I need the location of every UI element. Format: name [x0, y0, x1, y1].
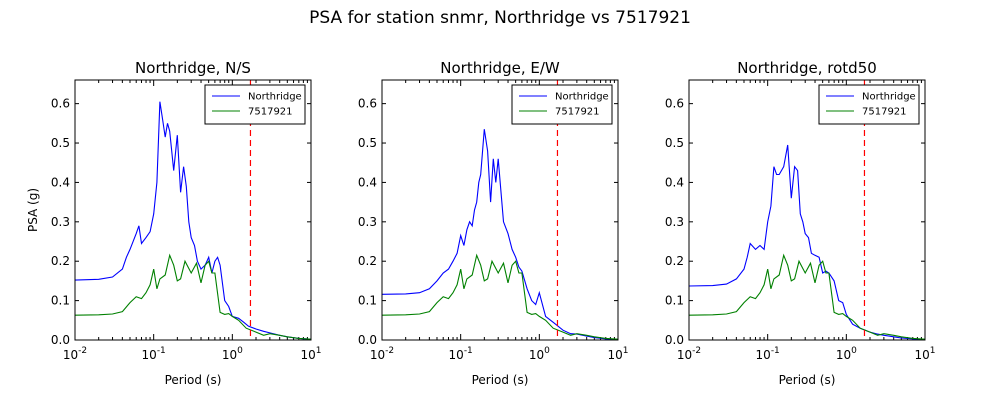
y-tick-label: 0.4	[358, 175, 377, 189]
x-axis-label: Period (s)	[779, 373, 836, 387]
y-tick-label: 0.6	[358, 97, 377, 111]
x-tick-exponent: 0	[237, 346, 243, 356]
x-axis-label: Period (s)	[472, 373, 529, 387]
x-tick-label: 10-1	[449, 346, 473, 362]
x-tick-base: 10	[607, 348, 622, 362]
x-tick-exponent: 0	[544, 346, 550, 356]
legend-label: Northridge	[248, 92, 302, 103]
x-tick-exponent: 0	[851, 346, 857, 356]
x-tick-base: 10	[142, 348, 157, 362]
y-tick-label: 0.1	[51, 294, 70, 308]
chart-panel-3: Northridge, rotd50 0.0 0.1 0.2 0.3 0.4 0.5 0.6 1…	[665, 59, 936, 387]
x-tick-base: 10	[300, 348, 315, 362]
x-tick-base: 10	[677, 348, 692, 362]
x-tick-label: 10-2	[63, 346, 87, 362]
panel-title: Northridge, rotd50	[737, 59, 877, 77]
x-tick-exponent: -2	[78, 346, 87, 356]
legend-box	[818, 84, 920, 125]
x-tick-exponent: 1	[316, 346, 322, 356]
panels: Northridge, N/S0.00.10.20.30.40.50.610-2…	[26, 59, 936, 387]
legend-box	[511, 84, 613, 125]
series-line-7517921	[75, 253, 311, 340]
y-tick-label: 0.2	[358, 254, 377, 268]
y-tick-label: 0.3	[51, 215, 70, 229]
y-tick-label: 0.4	[665, 175, 684, 189]
legend: Northridge 7517921	[511, 84, 613, 125]
x-tick-label: 101	[300, 346, 321, 362]
x-tick-exponent: -2	[692, 346, 701, 356]
legend-label: Northridge	[555, 92, 609, 103]
x-tick-base: 10	[370, 348, 385, 362]
x-tick-exponent: -1	[157, 346, 166, 356]
series-line-7517921	[382, 253, 618, 340]
x-tick-base: 10	[63, 348, 78, 362]
panel-title: Northridge, N/S	[135, 59, 251, 77]
series-line-northridge	[689, 144, 925, 340]
y-tick-label: 0.6	[665, 97, 684, 111]
y-axis-label: PSA (g)	[26, 188, 40, 232]
x-tick-exponent: 1	[930, 346, 936, 356]
x-tick-label: 10-2	[677, 346, 701, 362]
y-tick-label: 0.0	[665, 333, 684, 347]
legend: Northridge 7517921	[818, 84, 920, 125]
y-tick-label: 0.2	[51, 254, 70, 268]
y-tick-label: 0.4	[51, 175, 70, 189]
x-tick-exponent: 1	[623, 346, 629, 356]
y-tick-label: 0.5	[358, 136, 377, 150]
x-tick-label: 100	[836, 346, 857, 362]
legend-label: 7517921	[862, 107, 907, 118]
x-tick-exponent: -2	[385, 346, 394, 356]
x-tick-exponent: -1	[464, 346, 473, 356]
x-tick-label: 101	[914, 346, 935, 362]
y-tick-label: 0.3	[358, 215, 377, 229]
y-tick-label: 0.1	[665, 294, 684, 308]
y-tick-label: 0.6	[51, 97, 70, 111]
x-tick-label: 10-2	[370, 346, 394, 362]
panel-title: Northridge, E/W	[440, 59, 560, 77]
series-line-northridge	[75, 101, 311, 340]
series-line-7517921	[689, 253, 925, 340]
x-tick-base: 10	[449, 348, 464, 362]
x-tick-base: 10	[222, 348, 237, 362]
x-axis-label: Period (s)	[165, 373, 222, 387]
y-tick-label: 0.1	[358, 294, 377, 308]
x-tick-base: 10	[914, 348, 929, 362]
x-tick-label: 100	[222, 346, 243, 362]
chart-panel-1: Northridge, N/S0.00.10.20.30.40.50.610-2…	[26, 59, 322, 387]
x-tick-base: 10	[756, 348, 771, 362]
plot-frame	[74, 79, 312, 341]
legend: Northridge 7517921	[204, 84, 306, 125]
figure-title: PSA for station snmr, Northridge vs 7517…	[309, 8, 691, 28]
y-tick-label: 0.0	[358, 333, 377, 347]
y-tick-label: 0.0	[51, 333, 70, 347]
legend-label: Northridge	[862, 92, 916, 103]
plot-frame	[381, 79, 619, 341]
y-tick-label: 0.3	[665, 215, 684, 229]
legend-label: 7517921	[248, 107, 293, 118]
x-tick-label: 100	[529, 346, 550, 362]
series-line-northridge	[382, 129, 618, 340]
x-tick-label: 10-1	[142, 346, 166, 362]
x-tick-base: 10	[836, 348, 851, 362]
chart-panel-2: Northridge, E/W0.00.10.20.30.40.50.610-2…	[358, 59, 629, 387]
y-tick-label: 0.5	[51, 136, 70, 150]
plot-frame	[688, 79, 926, 341]
x-tick-label: 101	[607, 346, 628, 362]
y-tick-label: 0.5	[665, 136, 684, 150]
legend-label: 7517921	[555, 107, 600, 118]
legend-box	[204, 84, 306, 125]
x-tick-label: 10-1	[756, 346, 780, 362]
x-tick-exponent: -1	[771, 346, 780, 356]
y-tick-label: 0.2	[665, 254, 684, 268]
x-tick-base: 10	[529, 348, 544, 362]
